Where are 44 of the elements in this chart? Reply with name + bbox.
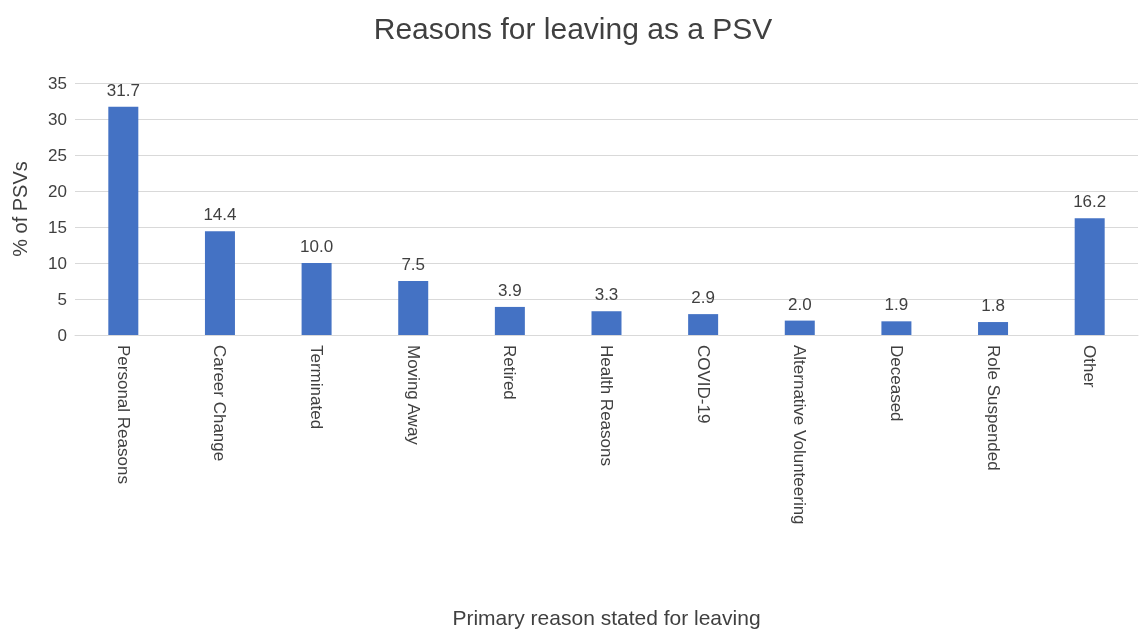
bar bbox=[1074, 218, 1105, 335]
bar bbox=[591, 311, 622, 335]
data-label: 3.3 bbox=[594, 285, 619, 305]
x-tick-label: Moving Away bbox=[403, 345, 423, 446]
x-tick-label: Deceased bbox=[886, 345, 906, 422]
chart-title: Reasons for leaving as a PSV bbox=[373, 11, 773, 45]
y-tick-label: 25 bbox=[48, 145, 67, 165]
data-label: 2.9 bbox=[691, 288, 715, 308]
data-label: 1.9 bbox=[884, 295, 909, 315]
data-label: 10.0 bbox=[300, 237, 334, 256]
x-tick-label: Terminated bbox=[307, 345, 327, 430]
bar bbox=[398, 281, 429, 335]
x-tick-label: Retired bbox=[500, 345, 520, 400]
y-tick-label: 0 bbox=[57, 325, 67, 345]
y-axis-title: % of PSVs bbox=[9, 161, 31, 257]
data-label: 1.8 bbox=[981, 296, 1005, 316]
data-label: 31.7 bbox=[106, 80, 140, 100]
y-tick-label: 10 bbox=[48, 253, 67, 273]
y-tick-label: 15 bbox=[48, 217, 67, 237]
x-tick-label: Other bbox=[1080, 345, 1100, 388]
bar bbox=[301, 263, 332, 335]
x-tick-label: COVID-19 bbox=[693, 345, 713, 424]
bar bbox=[978, 322, 1009, 335]
bar bbox=[784, 320, 815, 335]
bar bbox=[494, 306, 525, 335]
data-label: 16.2 bbox=[1073, 192, 1107, 212]
x-tick-label: Personal Reasons bbox=[113, 345, 133, 484]
bar bbox=[688, 314, 719, 335]
x-tick-label: Health Reasons bbox=[597, 345, 616, 466]
data-label: 14.4 bbox=[203, 205, 237, 225]
bar bbox=[204, 231, 235, 335]
y-tick-label: 20 bbox=[48, 181, 67, 201]
data-label: 2.0 bbox=[787, 294, 812, 314]
bar bbox=[108, 106, 139, 335]
y-tick-label: 35 bbox=[48, 73, 67, 93]
x-tick-label: Role Suspended bbox=[983, 345, 1003, 471]
x-tick-label: Alternative Volunteering bbox=[790, 345, 810, 525]
data-label: 3.9 bbox=[498, 280, 522, 300]
x-axis-title: Primary reason stated for leaving bbox=[452, 606, 761, 629]
y-tick-label: 30 bbox=[48, 109, 67, 129]
x-tick-label: Career Change bbox=[210, 345, 230, 462]
bar bbox=[881, 321, 912, 335]
data-label: 7.5 bbox=[401, 255, 426, 274]
y-tick-label: 5 bbox=[57, 289, 67, 309]
